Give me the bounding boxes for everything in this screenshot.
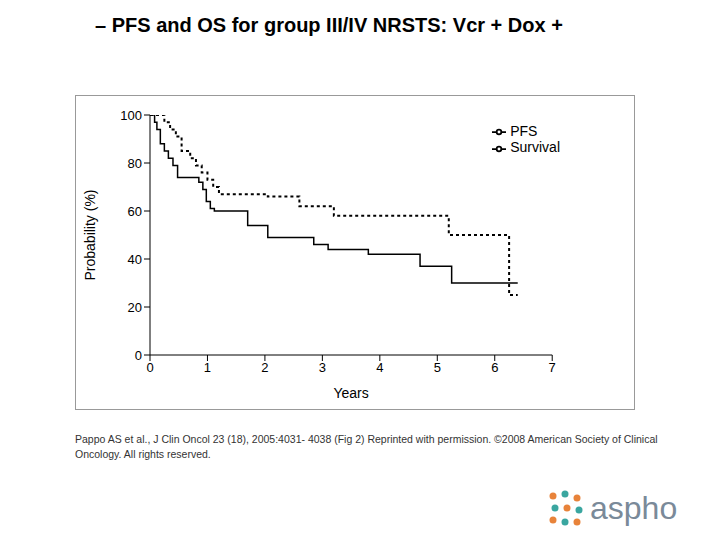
svg-text:Probability (%): Probability (%) — [82, 189, 98, 280]
svg-text:Years: Years — [333, 385, 368, 401]
html-text:– PFS and OS for group III/IV: – PFS and OS for group III/IV NRSTS: Vcr… — [95, 14, 563, 36]
svg-text:2: 2 — [261, 360, 268, 375]
html-text:aspho: aspho — [590, 490, 678, 526]
svg-text:3: 3 — [319, 360, 326, 375]
html-text:Survival: Survival — [510, 139, 560, 156]
svg-text:100: 100 — [120, 108, 142, 123]
svg-text:0: 0 — [135, 348, 142, 363]
html-text:Pappo AS et al., J Clin Oncol: Pappo AS et al., J Clin Oncol 23 (18), 2… — [75, 433, 658, 460]
svg-text:7: 7 — [549, 360, 556, 375]
svg-text:1: 1 — [204, 360, 211, 375]
svg-text:6: 6 — [491, 360, 498, 375]
svg-text:0: 0 — [146, 360, 153, 375]
svg-text:5: 5 — [434, 360, 441, 375]
html-text:PFS: PFS — [510, 123, 538, 139]
svg-text:80: 80 — [128, 156, 142, 171]
svg-text:20: 20 — [128, 300, 142, 315]
svg-text:40: 40 — [128, 252, 142, 267]
svg-text:4: 4 — [376, 360, 383, 375]
svg-text:60: 60 — [128, 204, 142, 219]
